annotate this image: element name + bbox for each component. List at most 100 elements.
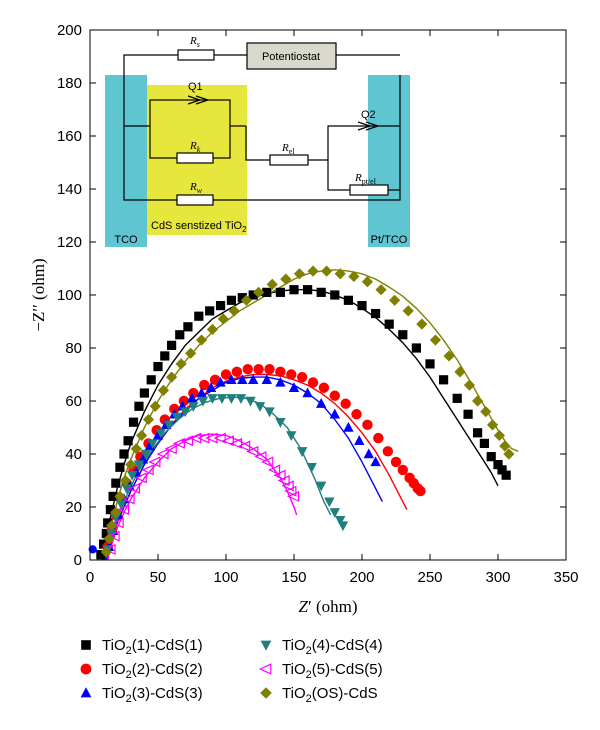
rs-resistor <box>177 49 215 61</box>
data-point-series-1 <box>226 295 237 305</box>
data-point-series-1 <box>205 306 215 316</box>
data-point-series-5 <box>273 469 286 481</box>
data-point-series-5 <box>213 432 226 444</box>
data-point-series-2 <box>362 419 373 431</box>
data-point-series-4 <box>329 508 340 518</box>
data-point-series-4 <box>188 402 199 412</box>
legend-marker-2 <box>80 663 92 675</box>
data-point-series-4 <box>126 471 138 481</box>
data-point-series-1 <box>160 351 170 361</box>
data-point-series-2 <box>296 371 308 383</box>
data-point-series-6 <box>217 313 229 325</box>
data-point-series-1 <box>343 295 353 305</box>
data-point-series-1 <box>452 393 462 403</box>
rel-label: Rel <box>281 142 295 156</box>
data-point-series-4 <box>245 396 256 407</box>
data-point-series-1 <box>237 293 247 303</box>
data-point-series-6 <box>375 284 387 296</box>
y-tick-label: 100 <box>57 287 82 304</box>
data-point-series-1 <box>425 359 435 369</box>
data-point-series-1 <box>153 361 163 372</box>
data-point-series-6 <box>119 474 131 487</box>
data-point-series-6 <box>195 334 208 346</box>
data-point-series-6 <box>280 273 292 285</box>
data-point-series-6 <box>429 334 442 346</box>
data-point-series-5 <box>141 464 154 476</box>
data-point-series-4 <box>264 407 275 418</box>
data-point-series-4 <box>116 500 127 510</box>
data-point-series-6 <box>361 276 374 288</box>
y-tick-label: 160 <box>57 128 82 145</box>
data-point-series-6 <box>493 429 505 442</box>
data-point-series-1 <box>262 287 272 297</box>
data-point-series-1 <box>371 308 381 319</box>
rk-label: Rk <box>189 140 201 154</box>
data-point-series-4 <box>275 418 286 428</box>
data-point-series-6 <box>321 265 333 277</box>
data-point-series-5 <box>156 448 169 460</box>
data-point-series-1 <box>194 311 204 321</box>
data-point-series-6 <box>110 506 122 518</box>
data-point-series-2 <box>329 390 340 401</box>
data-point-series-1 <box>103 518 113 528</box>
data-point-series-3 <box>186 392 198 403</box>
y-tick-label: 180 <box>57 75 82 92</box>
data-point-series-1 <box>111 478 121 488</box>
rk-resistor <box>176 152 214 164</box>
legend-label-6: TiO2(OS)-CdS <box>282 685 378 705</box>
data-point-series-5 <box>267 464 281 476</box>
data-point-series-6 <box>266 278 278 290</box>
data-point-series-1 <box>101 528 111 539</box>
data-point-series-6 <box>503 448 515 460</box>
data-point-series-3 <box>237 374 248 384</box>
data-point-series-3 <box>248 374 259 384</box>
x-tick-label: 250 <box>417 569 442 586</box>
x-tick-label: 0 <box>86 569 94 586</box>
data-point-series-4 <box>110 513 122 524</box>
data-point-series-1 <box>493 460 503 470</box>
y-tick-label: 140 <box>57 181 82 198</box>
rw-label: Rw <box>189 181 203 195</box>
data-point-series-4 <box>306 463 317 473</box>
axis-ticks: 0 50 100 150 200 250 300 350 0 20 40 60 80 100 120 140 1… <box>57 22 579 586</box>
data-point-series-6 <box>293 268 306 280</box>
legend-label-4: TiO2(4)-CdS(4) <box>282 637 383 657</box>
data-point-series-2 <box>286 369 297 380</box>
data-point-series-5 <box>197 432 210 444</box>
data-point-series-2 <box>253 364 264 375</box>
data-point-series-2 <box>220 369 232 380</box>
data-point-series-6 <box>486 419 499 431</box>
data-point-series-6 <box>402 305 414 317</box>
data-point-origin <box>88 545 97 554</box>
legend: TiO2(1)-CdS(1) TiO2(2)-CdS(2) TiO2(3)-CdS(… <box>80 637 383 705</box>
data-point-series-6 <box>480 406 492 418</box>
y-tick-label: 60 <box>65 393 82 410</box>
data-point-series-5 <box>205 432 218 444</box>
data-point-series-5 <box>180 435 194 447</box>
q1-label: Q1 <box>188 81 203 93</box>
data-point-series-1 <box>289 285 299 295</box>
data-point-series-1 <box>108 491 118 501</box>
data-point-series-4 <box>121 484 132 495</box>
data-point-series-6 <box>103 533 115 545</box>
data-point-series-1 <box>175 330 185 340</box>
data-point-series-1 <box>330 290 340 300</box>
data-point-series-6 <box>100 546 112 558</box>
data-point-series-3 <box>205 382 217 392</box>
data-point-series-6 <box>443 350 455 362</box>
legend-marker-5 <box>258 663 272 675</box>
data-point-series-4 <box>335 516 346 526</box>
data-point-series-5 <box>116 504 130 516</box>
data-point-series-6 <box>454 366 466 378</box>
data-point-series-5 <box>261 456 274 468</box>
data-point-series-2 <box>390 456 402 468</box>
y-tick-label: 40 <box>65 446 82 463</box>
data-point-series-2 <box>242 364 253 375</box>
data-point-series-4 <box>147 439 158 449</box>
y-tick-label: 200 <box>57 22 82 39</box>
data-point-series-4 <box>171 412 183 423</box>
data-point-series-6 <box>166 371 178 383</box>
data-point-series-1 <box>303 285 313 295</box>
rs-label: Rs <box>189 35 200 49</box>
